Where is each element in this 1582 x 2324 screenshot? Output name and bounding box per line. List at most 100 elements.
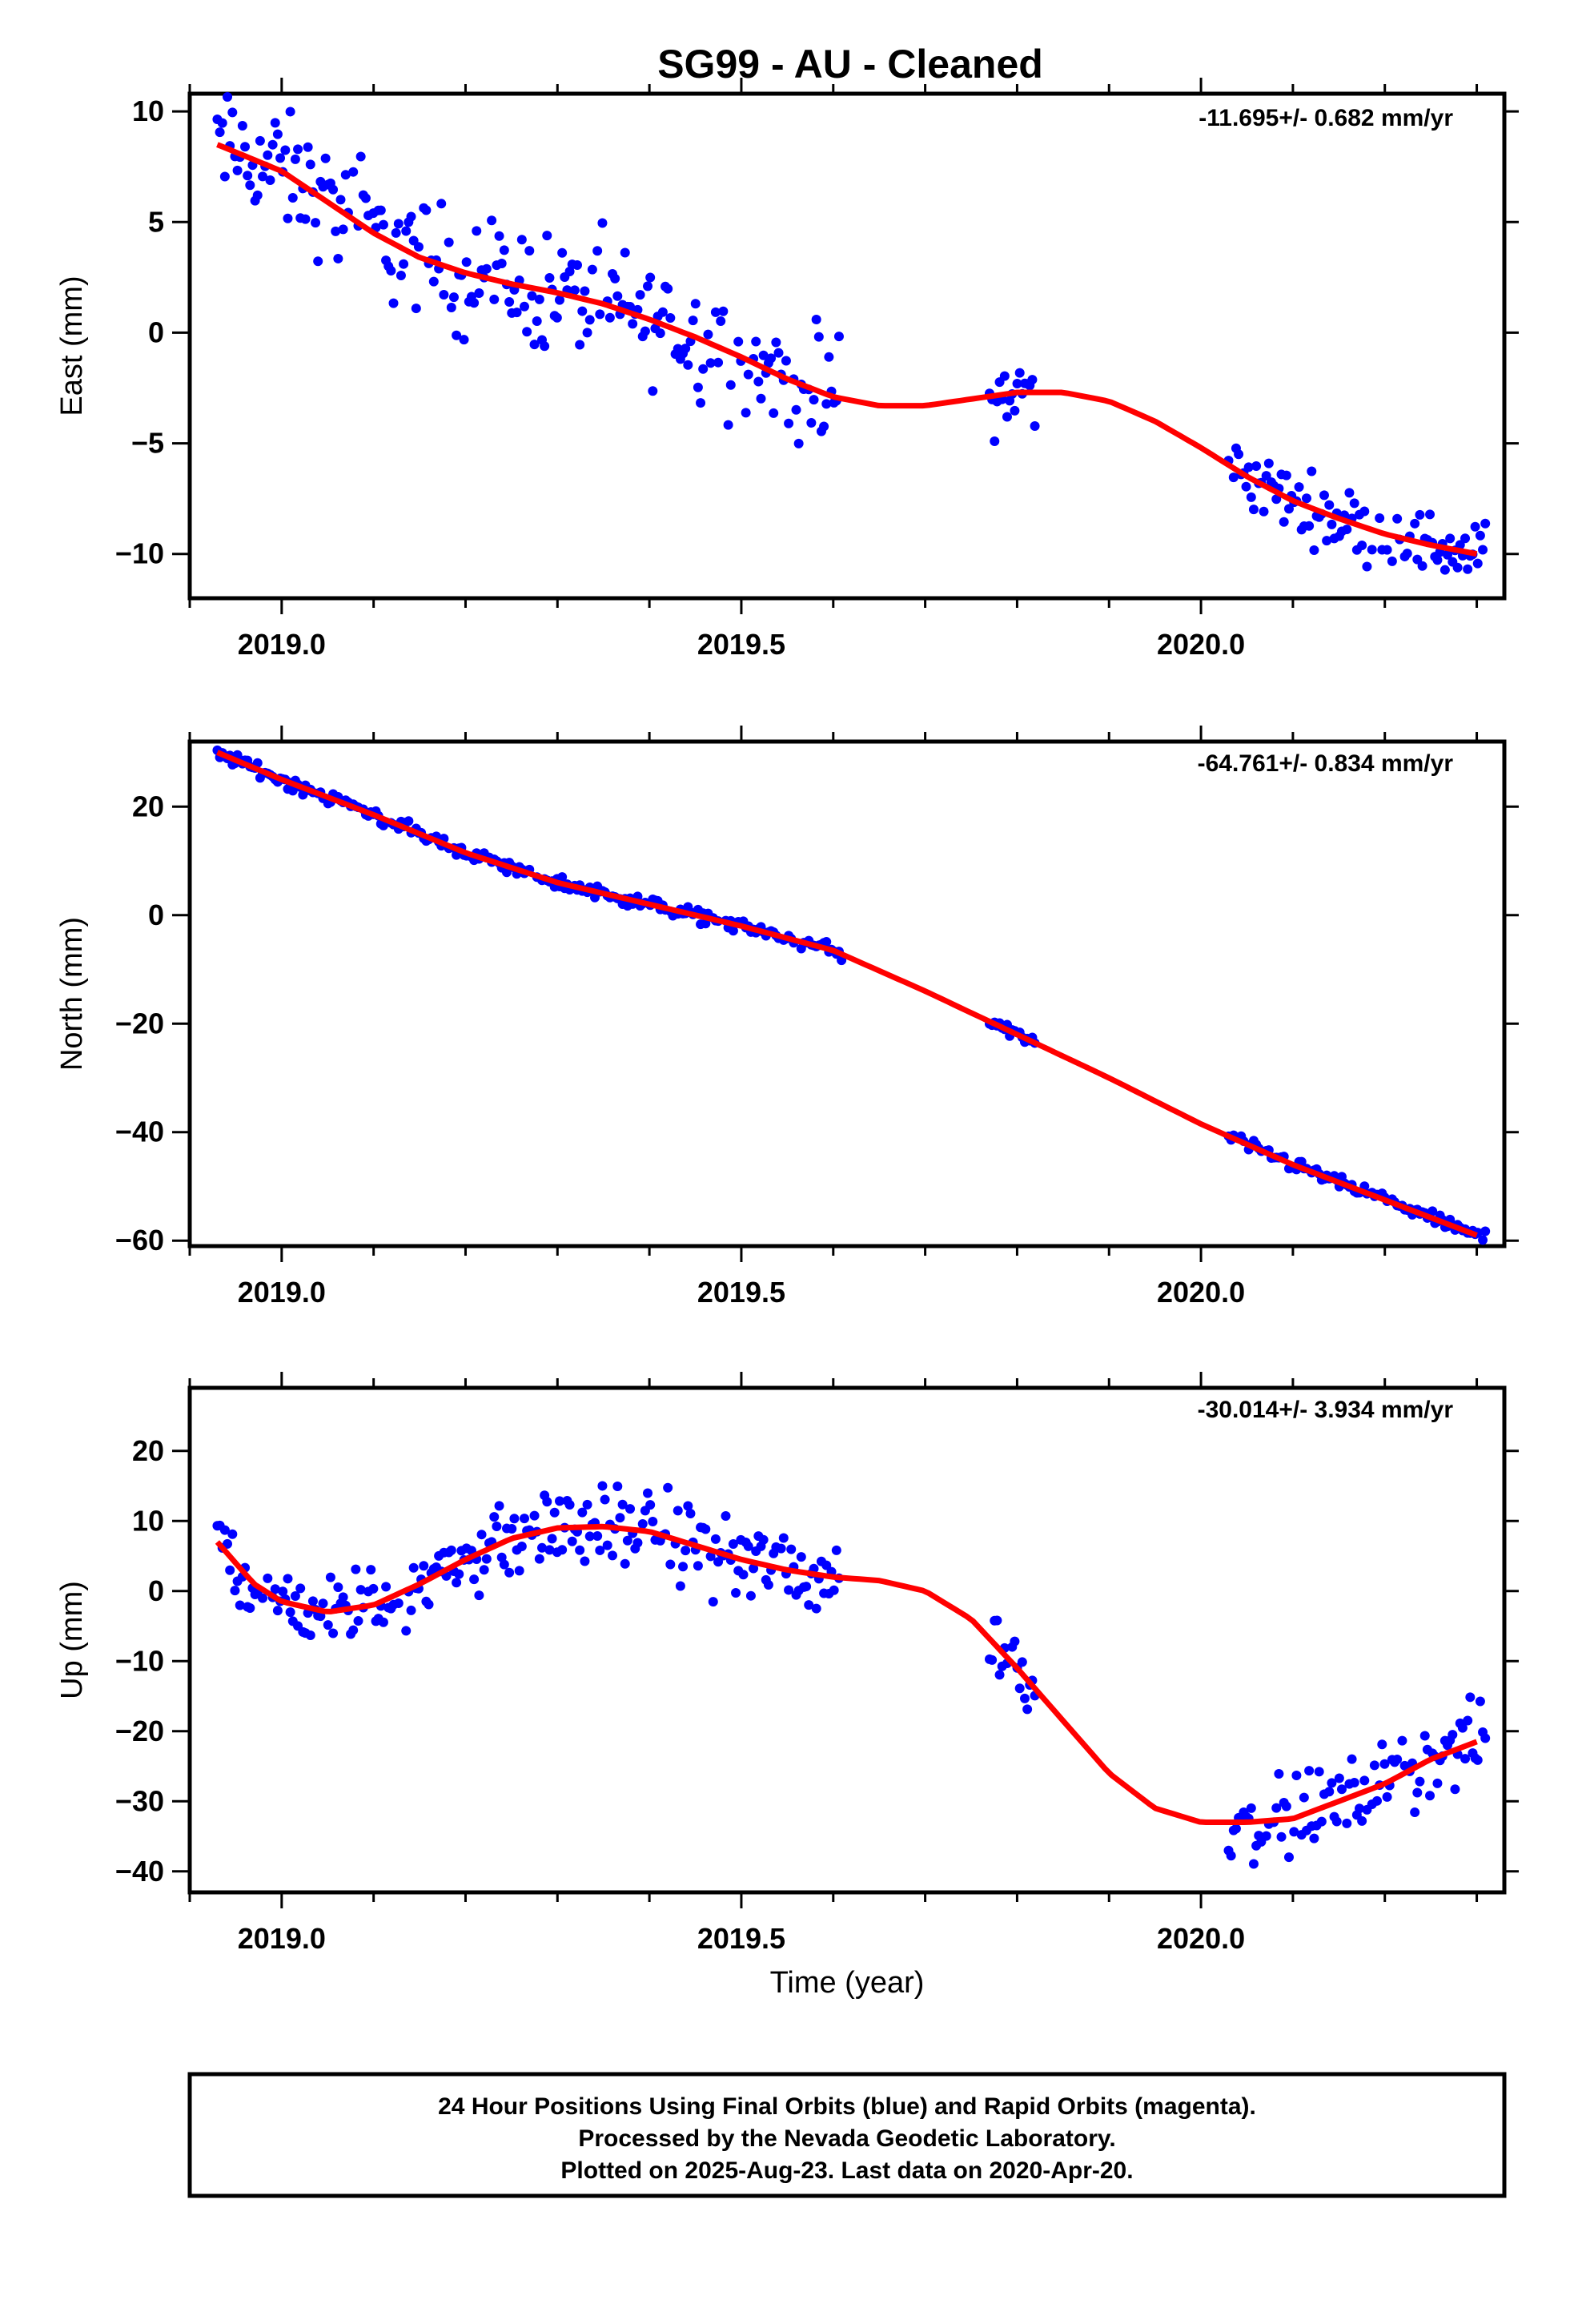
east-point bbox=[1002, 412, 1012, 422]
east-point bbox=[743, 369, 753, 380]
east-y-axis-label: East (mm) bbox=[55, 275, 89, 416]
up-point bbox=[681, 1546, 691, 1556]
up-x-tick-label: 2020.0 bbox=[1157, 1922, 1245, 1955]
up-point bbox=[577, 1507, 588, 1518]
east-point bbox=[1387, 556, 1397, 566]
up-point bbox=[1369, 1760, 1379, 1771]
up-point bbox=[1472, 1755, 1483, 1765]
up-point bbox=[749, 1563, 759, 1574]
east-y-tick-label: 0 bbox=[148, 316, 164, 348]
east-point bbox=[469, 298, 480, 308]
up-point bbox=[804, 1600, 814, 1610]
east-point bbox=[1283, 504, 1294, 514]
east-point bbox=[612, 291, 623, 301]
up-y-tick-label: 0 bbox=[148, 1574, 164, 1607]
footer-frame bbox=[187, 2072, 1507, 2198]
up-point bbox=[401, 1626, 412, 1636]
up-point bbox=[731, 1588, 741, 1598]
east-point bbox=[655, 328, 665, 339]
up-point bbox=[1014, 1683, 1025, 1694]
up-point bbox=[678, 1562, 689, 1572]
east-point bbox=[751, 336, 761, 347]
up-point bbox=[1342, 1818, 1352, 1828]
east-point bbox=[544, 273, 555, 283]
east-point bbox=[688, 316, 698, 326]
east-point bbox=[1362, 561, 1372, 572]
up-point bbox=[290, 1590, 300, 1601]
east-point bbox=[452, 330, 462, 340]
x-axis-label: Time (year) bbox=[770, 1966, 925, 2000]
east-point bbox=[496, 259, 507, 269]
up-point bbox=[1359, 1775, 1370, 1786]
north-y-tick-label: −60 bbox=[115, 1224, 164, 1256]
up-y-axis-label: Up (mm) bbox=[55, 1581, 89, 1699]
up-point bbox=[1415, 1776, 1425, 1787]
north-y-tick-label: 0 bbox=[148, 899, 164, 931]
east-point bbox=[527, 291, 537, 301]
east-point bbox=[461, 257, 472, 267]
east-point bbox=[784, 418, 794, 428]
east-point bbox=[391, 227, 401, 238]
up-point bbox=[763, 1580, 773, 1590]
up-point bbox=[1017, 1657, 1027, 1667]
up-point bbox=[1347, 1754, 1357, 1764]
up-point bbox=[1289, 1827, 1299, 1837]
east-point bbox=[554, 295, 564, 305]
east-point bbox=[1410, 518, 1420, 529]
north-point bbox=[557, 872, 568, 883]
up-point bbox=[333, 1582, 343, 1592]
up-point bbox=[1457, 1723, 1468, 1733]
up-point bbox=[663, 1482, 673, 1493]
up-point bbox=[622, 1535, 632, 1546]
east-point bbox=[1324, 500, 1335, 510]
east-point bbox=[487, 215, 497, 226]
up-point bbox=[728, 1538, 738, 1549]
north-point bbox=[728, 926, 738, 936]
east-point bbox=[399, 259, 409, 269]
east-point bbox=[640, 326, 650, 336]
east-point bbox=[217, 118, 227, 128]
up-point bbox=[406, 1605, 416, 1615]
up-point bbox=[612, 1482, 623, 1492]
east-point bbox=[388, 298, 399, 308]
up-point bbox=[1010, 1636, 1020, 1647]
up-point bbox=[353, 1616, 363, 1626]
up-point bbox=[263, 1573, 273, 1583]
up-point bbox=[1382, 1791, 1392, 1802]
east-point bbox=[1425, 509, 1435, 520]
east-point bbox=[1452, 562, 1463, 573]
east-point bbox=[1234, 449, 1244, 460]
east-point bbox=[758, 350, 769, 360]
up-point bbox=[516, 1542, 527, 1552]
up-point bbox=[1372, 1795, 1383, 1806]
up-point bbox=[424, 1599, 434, 1610]
east-point bbox=[1392, 513, 1403, 524]
east-point bbox=[267, 139, 278, 150]
east-point bbox=[313, 256, 323, 267]
up-point bbox=[1281, 1801, 1291, 1811]
up-point bbox=[597, 1481, 608, 1491]
east-point bbox=[756, 393, 766, 404]
up-point bbox=[1316, 1816, 1327, 1827]
east-point bbox=[833, 332, 844, 342]
up-point bbox=[796, 1552, 806, 1562]
east-point bbox=[718, 306, 729, 316]
up-point bbox=[1271, 1803, 1282, 1813]
up-point bbox=[1226, 1851, 1236, 1861]
north-point bbox=[1478, 1235, 1488, 1245]
up-point bbox=[492, 1521, 502, 1531]
east-rate-label: -11.695+/- 0.682 mm/yr bbox=[1199, 105, 1453, 131]
north-rate-label: -64.761+/- 0.834 mm/yr bbox=[1198, 750, 1454, 777]
east-point bbox=[592, 246, 603, 256]
east-x-tick-label: 2019.5 bbox=[697, 628, 785, 661]
up-point bbox=[469, 1574, 480, 1585]
east-point bbox=[519, 301, 529, 312]
up-point bbox=[514, 1566, 524, 1576]
east-point bbox=[270, 118, 280, 128]
east-point bbox=[1319, 490, 1329, 501]
east-point bbox=[645, 272, 656, 283]
up-point bbox=[285, 1607, 295, 1618]
up-point bbox=[1334, 1773, 1344, 1783]
east-point bbox=[696, 398, 706, 408]
east-frame bbox=[187, 91, 1507, 601]
